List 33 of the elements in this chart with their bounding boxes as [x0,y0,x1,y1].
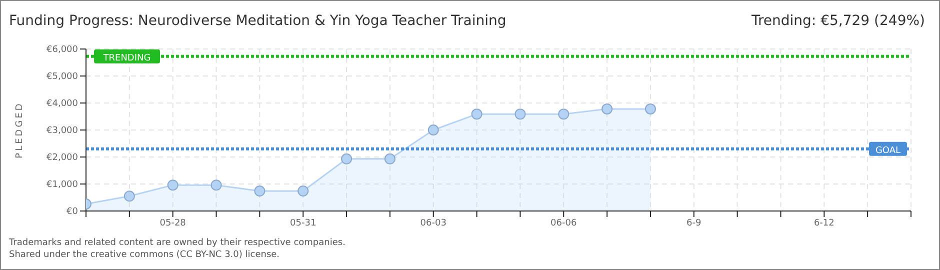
text: Trending: €5,729 (249%) [751,13,925,29]
point [602,103,613,114]
text: Shared under the creative commons (CC BY-NC 3.0) license. [9,249,281,261]
y-tick-label: €1,000 [46,180,78,190]
y-tick-label: €4,000 [46,99,78,110]
point [471,108,482,120]
point [167,180,178,191]
y-tick-label: €6,000 [46,45,78,56]
point [514,108,526,120]
x-tick-label: 6-12 [814,218,834,228]
point [384,153,396,164]
x-tick-label: 06-03 [420,218,446,228]
x-tick-label: 06-06 [550,218,577,228]
y-axis-title: PLEDGED [15,102,26,158]
chart-title: Funding Progress: Neurodiverse Meditation & Yin Yoga Teacher Training [9,13,506,29]
point [298,186,309,197]
x-tick-label: 05-31 [290,218,316,228]
y-tick-label: €0 [66,207,78,218]
ref-line-label: GOAL [875,146,901,156]
point [124,190,135,202]
x-tick-label: 6-9 [686,218,702,228]
point [341,153,352,164]
point [428,124,439,136]
x-tick-label: 05-28 [160,218,186,228]
y-tick-label: €2,000 [46,153,78,164]
y-tick-label: €5,000 [46,72,78,82]
point [210,180,222,191]
point [254,186,266,197]
point [558,108,570,120]
y-tick-label: €3,000 [46,126,78,136]
point [644,103,656,114]
text: Trademarks and related content are owned by their respective companies. [9,237,346,249]
ref-line-label: TRENDING [102,53,151,64]
